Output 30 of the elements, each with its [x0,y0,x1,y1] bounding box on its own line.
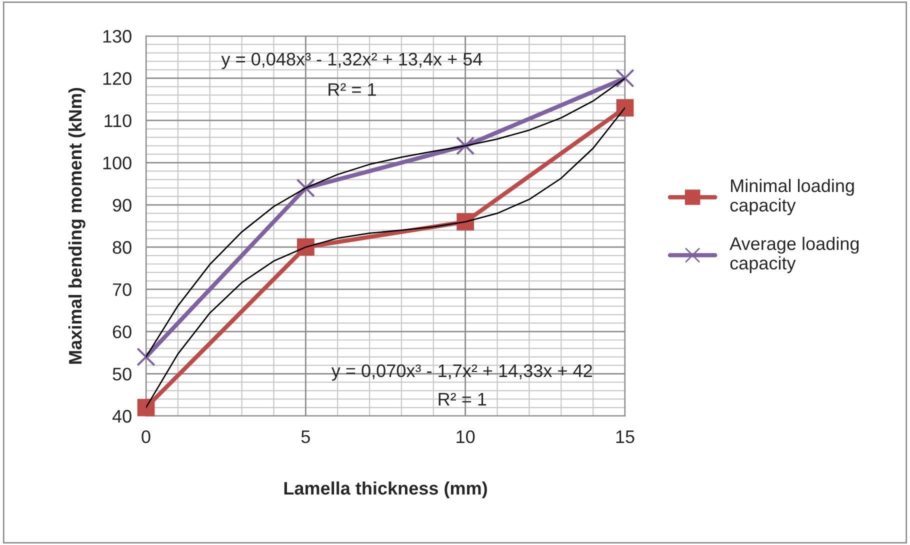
annotation: y = 0,070x³ - 1,7x² + 14,33x + 42 [331,364,592,381]
x-tick-label: 0 [142,430,150,444]
y-axis-title: Maximal bending moment (kNm) [68,88,86,364]
y-tick-label: 80 [112,241,132,254]
legend-label: Average loading capacity [730,236,859,274]
point [296,238,314,256]
y-tick-label: 90 [112,198,132,212]
x-tick-label: 5 [301,430,310,444]
point [136,348,156,366]
annotation: R² = 1 [328,83,376,96]
y-tick-label: 60 [112,325,132,338]
y-tick-label: 130 [103,30,132,43]
x-tick-label: 10 [456,430,475,444]
y-tick-label: 40 [112,410,132,423]
point [616,99,634,116]
y-tick-label: 110 [104,114,132,128]
point [456,136,475,156]
annotation: y = 0,048x³ - 1,32x² + 13,4x + 54 [221,52,482,70]
y-tick-label: 100 [103,156,132,170]
y-tick-label: 70 [112,283,132,296]
x-tick-label: 15 [616,430,634,444]
legend-label: Minimal loading capacity [730,178,854,216]
point [616,68,634,88]
y-tick-label: 50 [112,368,132,380]
y-tick-label: 120 [103,72,132,85]
x-axis-title: Lamella thickness (mm) [284,481,487,498]
point [137,398,155,416]
point [296,178,316,198]
point [456,213,474,230]
annotation: R² = 1 [438,392,486,406]
